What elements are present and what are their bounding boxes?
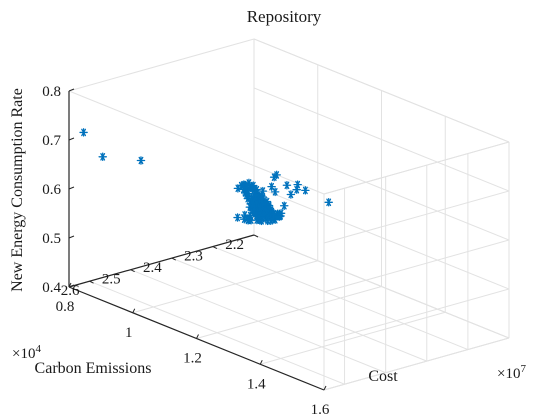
y-tick-label: 2.6 [61, 283, 80, 299]
grid-line-floor-y [89, 280, 345, 385]
grid-line-floor-y [212, 246, 469, 351]
scatter-point [233, 184, 243, 193]
data-points [79, 128, 333, 226]
x-axis-exponent: ×107 [497, 363, 526, 382]
scatter-point [286, 190, 296, 199]
x-axis-exponent-base: ×10 [497, 366, 520, 382]
x-axis-title: Cost [368, 368, 398, 385]
scatter-point [262, 197, 272, 206]
y-tick [130, 269, 135, 273]
axes-lines [68, 88, 327, 391]
scatter-point [279, 201, 289, 211]
z-tick [68, 88, 75, 92]
grid-line-side-wall-z [323, 190, 510, 244]
box-edge [323, 141, 510, 195]
grid-line-floor-y [130, 269, 386, 374]
z-tick-label: 0.8 [42, 84, 61, 100]
x-axis-exponent-power: 7 [520, 363, 526, 375]
grid-line-back-wall-z [253, 87, 510, 192]
scatter-point [98, 152, 107, 162]
z-tick-label: 0.6 [42, 182, 61, 198]
grid-line-floor-x [196, 286, 382, 339]
grid-line-side-wall-z [323, 239, 510, 293]
y-axis-exponent-base: ×10 [12, 346, 35, 362]
scatter-point [245, 182, 254, 192]
grid-line-floor-x [260, 311, 446, 365]
y-tick-label: 2.4 [143, 260, 162, 276]
y-axis-title: Carbon Emissions [35, 360, 152, 377]
x-tick-label: 0.8 [56, 299, 75, 315]
x-tick-label: 1.4 [247, 376, 266, 392]
grid-line-back-wall-z [253, 136, 510, 241]
box-edge [323, 337, 510, 391]
scatter-point [233, 213, 242, 222]
box-edge [253, 38, 510, 143]
x-tick [259, 360, 263, 365]
box-edge [68, 90, 325, 195]
x-tick-label: 1 [125, 325, 133, 341]
z-tick [68, 235, 75, 239]
scatter-point [258, 186, 268, 196]
z-tick-label: 0.5 [42, 231, 61, 247]
y-tick-label: 2.2 [225, 237, 244, 253]
grid-line-back-wall-z [253, 185, 510, 290]
grid-line-side-wall-z [323, 288, 510, 342]
y-axis-line [68, 234, 255, 288]
z-tick [68, 284, 75, 288]
scatter-point [270, 187, 280, 197]
box-edge [68, 38, 255, 92]
z-tick-label: 0.4 [42, 280, 61, 296]
box-edge [253, 234, 510, 339]
x-tick-label: 1.6 [311, 402, 330, 416]
y-tick-label: 2.3 [184, 249, 203, 265]
axes-box [68, 38, 510, 391]
scatter-point [282, 181, 292, 190]
z-tick-label: 0.7 [42, 133, 61, 149]
scatter-point [324, 198, 333, 207]
scatter-point [136, 156, 146, 165]
z-tick [68, 186, 75, 190]
axes-labels: Repository New Energy Consumption Rate C… [9, 7, 526, 416]
scatter-point [269, 172, 279, 182]
scatter-point [293, 180, 302, 189]
y-axis-exponent-power: 4 [35, 343, 41, 355]
x-tick [132, 308, 136, 313]
y-tick [171, 257, 177, 261]
chart-title: Repository [247, 7, 322, 26]
y-axis-exponent: ×104 [12, 343, 41, 362]
x-tick-label: 1.2 [183, 351, 202, 367]
y-tick-label: 2.5 [102, 272, 121, 288]
scatter-point [274, 211, 283, 221]
x-tick [196, 334, 199, 339]
scatter-point [301, 186, 310, 195]
grid-line-floor-x [132, 260, 318, 314]
y-tick [253, 234, 259, 238]
scatter-point [239, 180, 249, 189]
grid-line-floor-y [171, 257, 427, 362]
scatter-point [79, 128, 88, 137]
z-tick [68, 137, 75, 141]
z-axis-title: New Energy Consumption Rate [9, 88, 26, 292]
x-tick [68, 282, 72, 288]
y-tick [89, 280, 94, 284]
y-tick [212, 246, 218, 250]
x-tick [323, 385, 327, 391]
